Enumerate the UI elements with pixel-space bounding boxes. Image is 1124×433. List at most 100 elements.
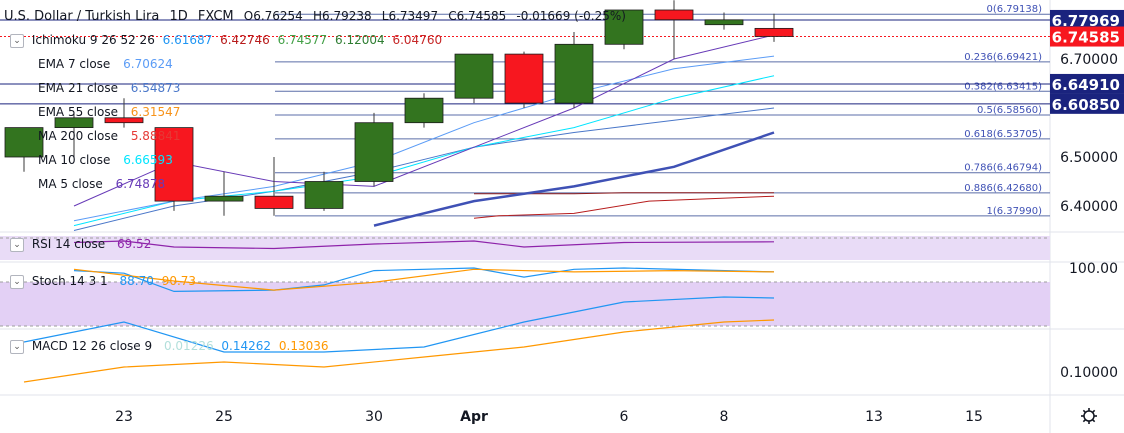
price-badge[interactable] <box>1050 26 1124 47</box>
ema7-label: EMA 7 close <box>38 57 111 71</box>
rsi-label: RSI 14 close <box>31 237 106 251</box>
collapse-chevron-icon[interactable]: ⌄ <box>10 339 24 354</box>
ichimoku-value-2: 6.42746 <box>220 33 270 47</box>
stoch-k-line <box>73 267 775 293</box>
legend-ma5[interactable]: MA 5 close 6.74878 <box>38 177 168 191</box>
time-axis-label: 13 <box>865 409 883 425</box>
fib-level-label: 0.618(6.53705) <box>964 129 1042 140</box>
ichimoku-label: Ichimoku 9 26 52 26 <box>31 33 155 47</box>
collapse-chevron-icon[interactable]: ⌄ <box>10 33 24 48</box>
legend-macd[interactable]: ⌄ MACD 12 26 close 9 0.01226 0.14262 0.1… <box>10 339 333 354</box>
ma10-value: 6.66593 <box>123 153 173 167</box>
rsi-band <box>0 236 1050 260</box>
price-badge-label: 6.60850 <box>1052 96 1120 114</box>
price-badge[interactable] <box>1050 93 1124 114</box>
candle-body[interactable] <box>404 97 444 124</box>
legend-ichimoku[interactable]: ⌄ Ichimoku 9 26 52 26 6.61687 6.42746 6.… <box>10 33 446 48</box>
candle-body[interactable] <box>504 53 544 104</box>
candle-body[interactable] <box>4 127 44 158</box>
candle-body[interactable] <box>704 19 744 26</box>
legend-rsi[interactable]: ⌄ RSI 14 close 69.52 <box>10 237 155 252</box>
gear-icon-tooth <box>1082 409 1087 414</box>
ichimoku-value-3: 6.74577 <box>277 33 328 47</box>
stoch-label: Stoch 14 3 1 <box>31 274 108 288</box>
macd-signal-line <box>23 319 775 383</box>
macd-value: 0.14262 <box>221 339 272 353</box>
fib-level-label: 0.886(6.42680) <box>964 183 1042 194</box>
ma200-label: MA 200 close <box>38 129 119 143</box>
gear-icon-tooth <box>1091 409 1096 414</box>
candle-body[interactable] <box>654 9 694 21</box>
stoch-k-value: 88.70 <box>119 274 154 288</box>
ohlc-low: L6.73497 <box>381 9 439 23</box>
candle-body[interactable] <box>104 117 144 124</box>
candle-body[interactable] <box>554 43 594 104</box>
candle-body[interactable] <box>154 127 194 202</box>
gear-icon-tooth <box>1082 418 1087 423</box>
collapse-chevron-icon[interactable]: ⌄ <box>10 274 24 289</box>
ichimoku-value-5: 6.04760 <box>392 33 443 47</box>
candle-body[interactable] <box>754 27 794 37</box>
price-axis-label: 6.50000 <box>1060 150 1118 166</box>
rsi-value: 69.52 <box>116 237 152 251</box>
candle-body[interactable] <box>604 9 644 45</box>
fib-level-label: 0.236(6.69421) <box>964 52 1042 63</box>
legend-ema7[interactable]: EMA 7 close 6.70624 <box>38 57 176 71</box>
legend-ma10[interactable]: MA 10 close 6.66593 <box>38 153 176 167</box>
fib-level-label: 0.786(6.46794) <box>964 163 1042 174</box>
price-badge-label: 6.77969 <box>1052 12 1120 30</box>
time-axis-label: 23 <box>115 409 133 425</box>
ichimoku-value-4: 6.12004 <box>335 33 385 47</box>
ema21-line <box>73 107 775 231</box>
fib-level-label: 0(6.79138) <box>986 4 1042 15</box>
time-axis-label: 8 <box>720 409 729 425</box>
ohlc-close: C6.74585 <box>448 9 507 23</box>
legend-stoch[interactable]: ⌄ Stoch 14 3 1 88.70 90.73 <box>10 274 200 289</box>
fib-level-label: 0.382(6.63415) <box>964 81 1042 92</box>
ohlc-change: -0.01669 (-0.25%) <box>516 9 626 23</box>
price-badge[interactable] <box>1050 9 1124 30</box>
macd-hist-value: 0.01226 <box>163 339 214 353</box>
ema7-value: 6.70624 <box>123 57 173 71</box>
ichimoku-value-1: 6.61687 <box>162 33 213 47</box>
candle-body[interactable] <box>204 195 244 202</box>
time-axis-label: 30 <box>365 409 383 425</box>
fib-level-label: 1(6.37990) <box>986 206 1042 217</box>
symbol-name[interactable]: U.S. Dollar / Turkish Lira <box>4 9 160 24</box>
candle-body[interactable] <box>304 181 344 209</box>
time-axis-label: 25 <box>215 409 233 425</box>
ema55-value: 6.31547 <box>130 105 181 119</box>
collapse-chevron-icon[interactable]: ⌄ <box>10 237 24 252</box>
ma200-line <box>373 131 775 227</box>
legend-ema55[interactable]: EMA 55 close 6.31547 <box>38 105 183 119</box>
ohlc-open: O6.76254 <box>243 9 303 23</box>
ema21-label: EMA 21 close <box>38 81 118 95</box>
ohlc-high: H6.79238 <box>312 9 372 23</box>
ma5-label: MA 5 close <box>38 177 103 191</box>
legend-ema21[interactable]: EMA 21 close 6.54873 <box>38 81 183 95</box>
ma5-value: 6.74878 <box>115 177 166 191</box>
gear-icon-tooth <box>1091 418 1096 423</box>
candle-body[interactable] <box>354 122 394 182</box>
candle-body[interactable] <box>454 53 494 99</box>
price-badge-label: 6.74585 <box>1052 29 1120 47</box>
interval-label[interactable]: 1D <box>169 9 188 24</box>
legend-ma200[interactable]: MA 200 close 5.88841 <box>38 129 183 143</box>
time-axis-label: 15 <box>965 409 983 425</box>
time-axis-label: 6 <box>620 409 629 425</box>
price-axis-label: 6.70000 <box>1060 52 1118 68</box>
ema21-value: 6.54873 <box>130 81 181 95</box>
candle-body[interactable] <box>254 195 294 209</box>
price-badge[interactable] <box>1050 73 1124 94</box>
macd-line <box>23 296 775 353</box>
stoch-band <box>0 282 1050 326</box>
candle-body[interactable] <box>54 117 94 129</box>
price-axis-label: 6.40000 <box>1060 199 1118 215</box>
rsi-line <box>73 240 775 250</box>
exchange-label: FXCM <box>197 9 234 24</box>
time-axis-label: Apr <box>460 409 488 425</box>
ma10-label: MA 10 close <box>38 153 111 167</box>
macd-axis-label: 0.10000 <box>1060 365 1118 381</box>
